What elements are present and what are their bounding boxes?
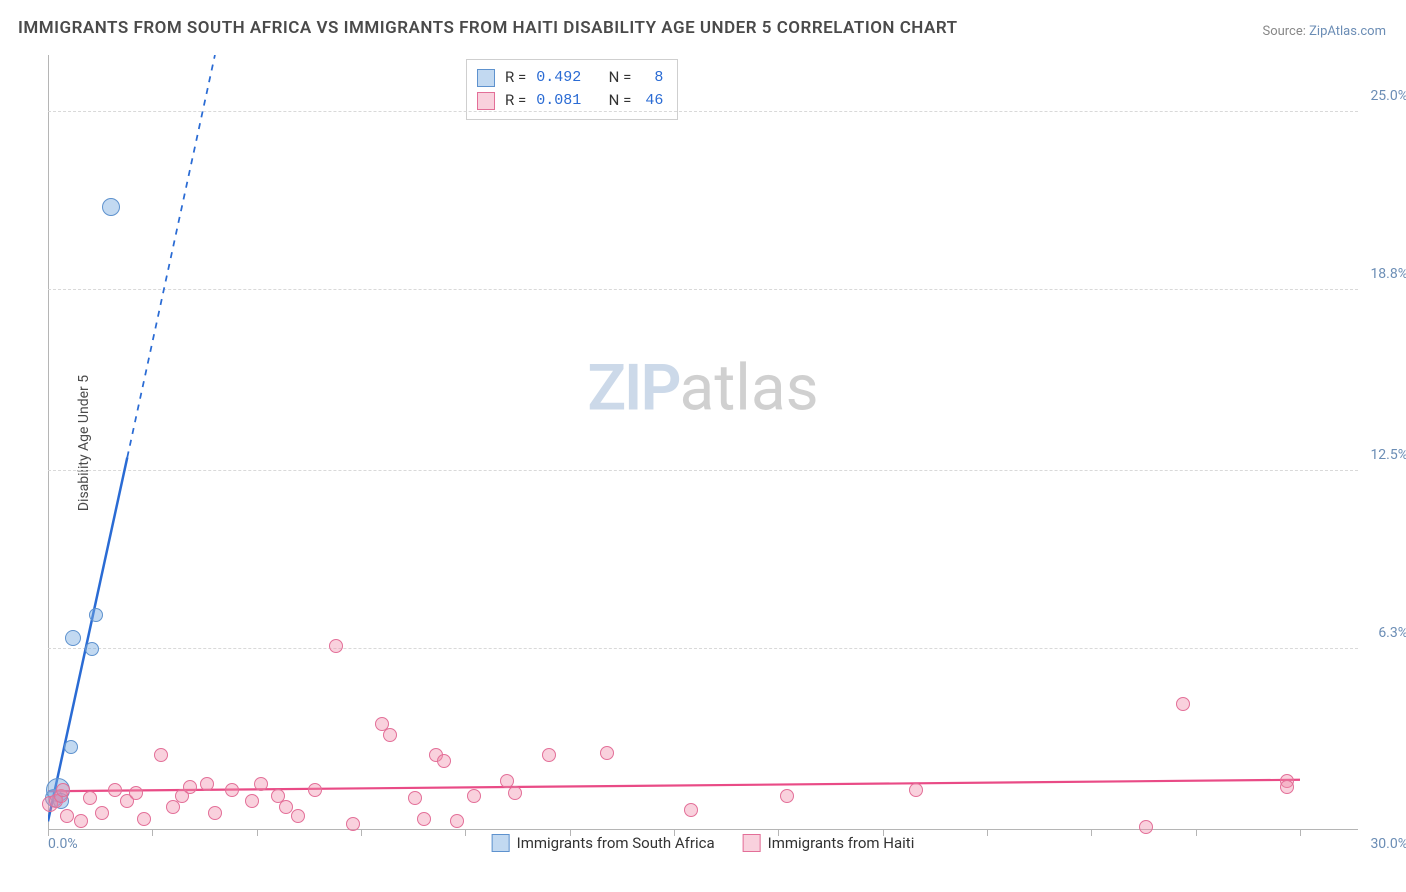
source-prefix: Source: [1262,24,1309,39]
data-point-haiti [208,806,222,820]
x-axis-tick-mark [152,830,153,836]
data-point-haiti [437,754,451,768]
y-axis-tick-label: 6.3% [1378,625,1406,641]
data-point-haiti [1280,780,1294,794]
data-point-haiti [542,748,556,762]
data-point-haiti [183,780,197,794]
x-axis-tick-mark [778,830,779,836]
x-axis-tick-mark [987,830,988,836]
x-axis-tick-mark [674,830,675,836]
data-point-haiti [1176,697,1190,711]
data-point-haiti [450,814,464,828]
source-link[interactable]: ZipAtlas.com [1309,24,1386,39]
data-point-haiti [684,803,698,817]
data-point-haiti [108,783,122,797]
data-point-south_africa [65,630,81,646]
data-point-haiti [417,812,431,826]
data-point-haiti [291,809,305,823]
legend-label: Immigrants from South Africa [517,834,715,852]
x-axis-min-label: 0.0% [48,836,78,852]
data-point-haiti [245,794,259,808]
swatch-icon [743,834,761,852]
data-point-haiti [95,806,109,820]
source-attribution: Source: ZipAtlas.com [1262,24,1386,39]
x-axis-tick-mark [1196,830,1197,836]
data-point-haiti [600,746,614,760]
data-point-south_africa [64,740,78,754]
chart-title: IMMIGRANTS FROM SOUTH AFRICA VS IMMIGRAN… [18,18,958,38]
series-legend: Immigrants from South Africa Immigrants f… [492,834,915,852]
data-point-south_africa [85,642,99,656]
x-axis-tick-mark [883,830,884,836]
data-point-haiti [508,786,522,800]
data-point-haiti [467,789,481,803]
data-point-south_africa [102,198,120,216]
data-point-haiti [225,783,239,797]
data-point-haiti [137,812,151,826]
data-point-haiti [74,814,88,828]
x-axis-max-label: 30.0% [1370,836,1406,852]
x-axis-tick-mark [48,830,49,836]
data-point-haiti [383,728,397,742]
data-point-haiti [129,786,143,800]
x-axis-tick-mark [465,830,466,836]
y-axis-tick-label: 25.0% [1370,88,1406,104]
swatch-icon [492,834,510,852]
data-point-haiti [154,748,168,762]
y-axis-tick-label: 18.8% [1370,266,1406,282]
regression-line [48,457,127,821]
x-axis-tick-mark [257,830,258,836]
data-point-haiti [408,791,422,805]
x-axis-tick-mark [570,830,571,836]
legend-item-haiti: Immigrants from Haiti [743,834,915,852]
x-axis-tick-mark [1091,830,1092,836]
data-point-haiti [166,800,180,814]
data-point-haiti [308,783,322,797]
x-axis-tick-mark [1300,830,1301,836]
data-point-haiti [56,783,70,797]
regression-line [127,55,215,457]
regression-layer [48,55,1300,830]
data-point-haiti [279,800,293,814]
data-point-haiti [83,791,97,805]
data-point-haiti [254,777,268,791]
data-point-haiti [329,639,343,653]
data-point-haiti [909,783,923,797]
legend-item-south_africa: Immigrants from South Africa [492,834,715,852]
data-point-haiti [60,809,74,823]
chart-plot-area: Disability Age Under 5 ZIPatlas R =0.492… [48,55,1358,830]
data-point-south_africa [89,608,103,622]
data-point-haiti [200,777,214,791]
data-point-haiti [780,789,794,803]
data-point-haiti [346,817,360,831]
legend-label: Immigrants from Haiti [768,834,915,852]
data-point-haiti [1139,820,1153,834]
x-axis-tick-mark [361,830,362,836]
y-axis-tick-label: 12.5% [1370,447,1406,463]
